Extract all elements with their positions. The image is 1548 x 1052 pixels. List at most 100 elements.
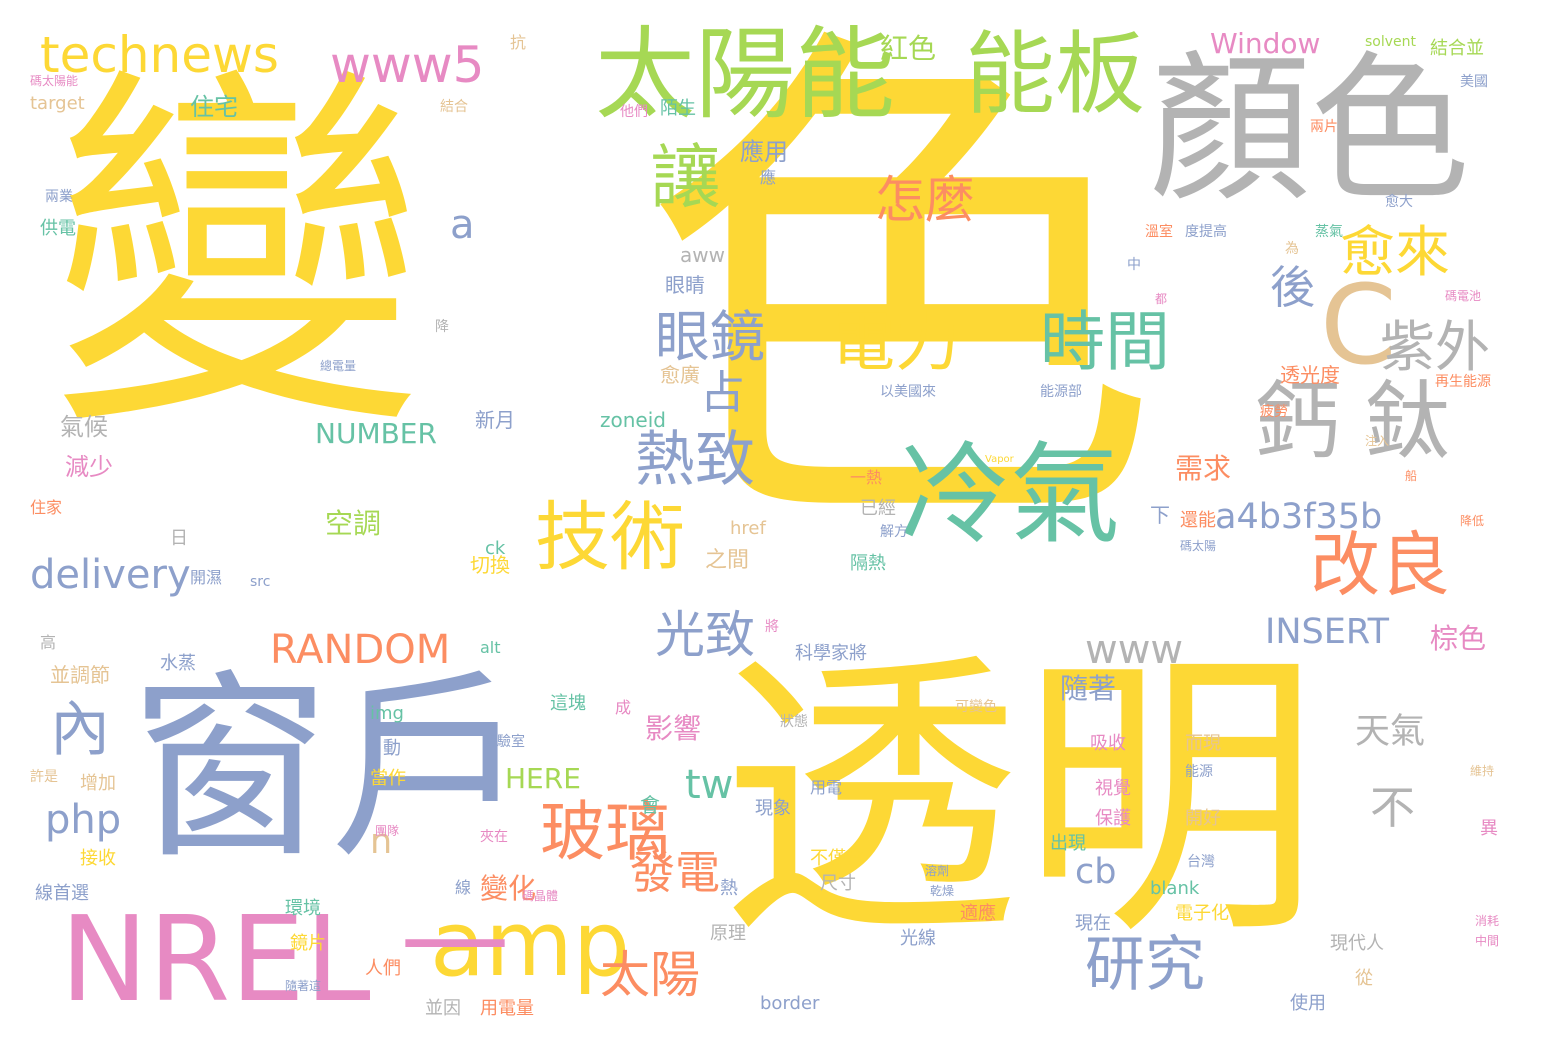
word-132: 結合並: [1430, 38, 1484, 59]
word-165: 中: [1127, 257, 1141, 273]
word-49: 需求: [1175, 452, 1232, 485]
word-145: 總電量: [320, 359, 357, 373]
word-112: 現代人: [1330, 933, 1384, 954]
word-72: 還能: [1180, 510, 1216, 531]
word-108: blank: [1150, 878, 1200, 899]
word-62: 透光度: [1280, 363, 1340, 387]
word-4: 顏色: [1150, 36, 1471, 223]
word-61: zoneid: [600, 408, 666, 432]
word-154: 溶劑: [925, 864, 950, 878]
word-155: 乾燥: [930, 884, 955, 898]
word-95: 開好: [1185, 808, 1221, 829]
word-161: 團隊: [375, 824, 400, 838]
word-140: 碼電池: [1445, 289, 1482, 303]
word-152: 維持: [1470, 764, 1495, 778]
word-99: 當作: [370, 768, 406, 789]
word-124: 抗: [510, 33, 527, 52]
word-79: 日: [170, 528, 188, 549]
word-24: 研究: [1085, 930, 1205, 1000]
word-13: 鈣: [1255, 373, 1341, 472]
word-56: 住宅: [190, 93, 238, 121]
word-159: 碼晶體: [522, 889, 559, 903]
word-40: tw: [685, 762, 734, 808]
word-86: 自動: [365, 738, 401, 759]
word-68: 切換: [470, 553, 510, 577]
word-142: 以美國來: [880, 384, 936, 400]
word-47: Window: [1210, 27, 1321, 60]
word-63: 愈廣: [660, 363, 700, 387]
word-167: 降: [435, 319, 449, 335]
word-156: 消耗: [1475, 914, 1500, 928]
word-78: src: [250, 574, 271, 590]
word-8: 能板: [965, 22, 1145, 127]
word-71: 下: [1150, 503, 1170, 527]
word-85: img: [370, 703, 404, 724]
word-73: 已經: [860, 498, 896, 519]
word-111: 適應: [960, 903, 996, 924]
word-29: 怎麼: [875, 171, 975, 229]
word-9: amp: [430, 892, 630, 997]
word-53: 影響: [645, 712, 702, 745]
word-166: 都: [1155, 292, 1168, 306]
word-37: 占: [700, 366, 746, 419]
word-57: 應用: [740, 138, 788, 166]
word-100: 會: [640, 793, 660, 817]
word-46: HERE: [505, 762, 581, 795]
word-148: 降低: [1460, 514, 1485, 528]
word-0: 變: [50, 39, 425, 475]
word-11: technews: [40, 26, 279, 84]
word-18: 改良: [1310, 524, 1450, 606]
word-158: 隨著這: [285, 979, 322, 993]
word-7: 太陽能: [595, 16, 895, 133]
word-110: 現在: [1075, 913, 1111, 934]
word-33: RANDOM: [270, 627, 451, 673]
word-164: 將: [765, 619, 779, 635]
word-21: 玻璃: [540, 795, 671, 870]
word-22: 熱致: [635, 425, 755, 495]
word-76: 一熱: [850, 468, 883, 487]
word-121: border: [760, 993, 820, 1014]
word-126: 碼太陽能: [30, 74, 79, 88]
word-1: 色: [640, 0, 1160, 593]
word-135: 愈大: [1385, 194, 1413, 210]
word-146: 注入: [1365, 434, 1390, 448]
word-80: 住家: [30, 498, 63, 517]
word-109: 電子化: [1175, 903, 1229, 924]
word-54: 棕色: [1430, 622, 1487, 655]
word-15: C: [1320, 261, 1397, 389]
word-120: 用電量: [480, 998, 534, 1019]
word-147: 船: [1405, 469, 1418, 483]
word-91: 能源: [1185, 764, 1213, 780]
word-25: 太陽: [600, 946, 700, 1004]
word-98: 增加: [80, 773, 116, 794]
word-3: 窗戶: [130, 653, 531, 886]
word-10: —: [400, 871, 510, 999]
word-93: 保護: [1095, 808, 1131, 829]
word-44: a: [450, 202, 475, 248]
word-168: 應: [760, 168, 777, 187]
word-59: 減少: [65, 453, 113, 481]
word-104: 尺寸: [820, 873, 856, 894]
word-94: 出現: [1050, 833, 1086, 854]
word-118: 人們: [365, 958, 401, 979]
word-102: 用電: [810, 778, 843, 797]
word-12: www5: [330, 36, 485, 94]
word-77: 開濕: [190, 568, 223, 587]
word-131: solvent: [1365, 34, 1417, 50]
word-74: 隔熱: [850, 553, 886, 574]
word-151: 狀態: [780, 714, 808, 730]
word-163: 成: [615, 698, 632, 717]
word-96: 台灣: [1187, 854, 1215, 870]
word-105: 熱: [720, 878, 738, 899]
word-30: 光致: [655, 606, 755, 664]
word-119: 並因: [425, 998, 461, 1019]
word-2: 透明: [720, 625, 1320, 974]
word-60: 新月: [475, 408, 515, 432]
word-43: n: [370, 822, 393, 862]
word-138: 蒸氣: [1315, 224, 1343, 240]
word-107: 光線: [900, 928, 936, 949]
word-50: 天氣: [1355, 712, 1426, 752]
word-42: cb: [1075, 852, 1117, 892]
word-82: 水蒸: [160, 653, 196, 674]
word-169: Vapor: [985, 454, 1014, 465]
